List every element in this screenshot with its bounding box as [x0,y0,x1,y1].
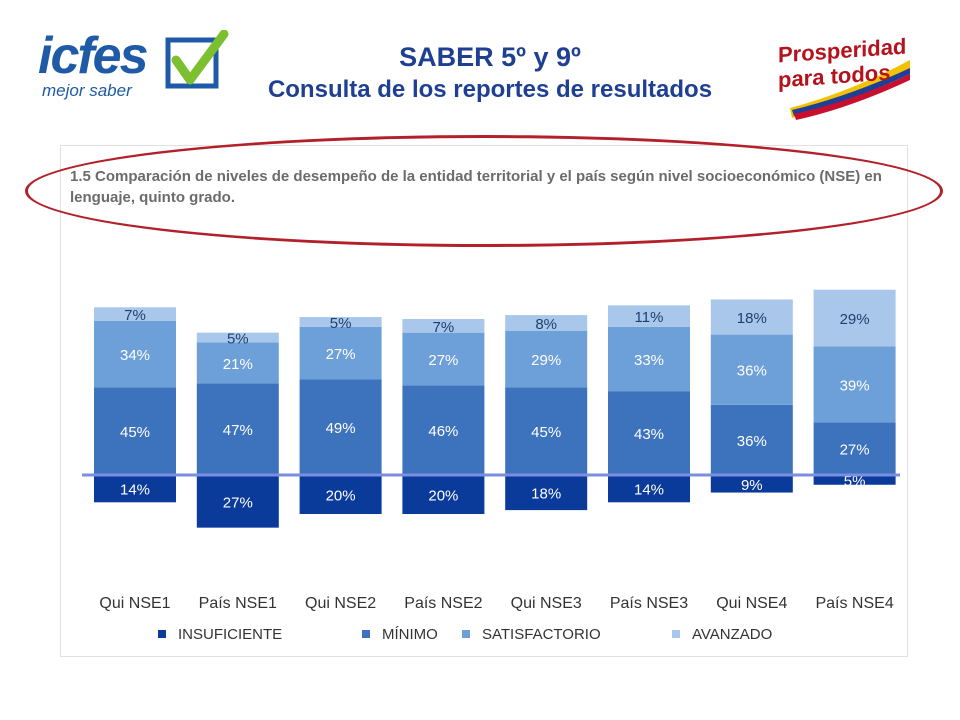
label-insuficiente-4: 18% [531,486,561,503]
bar-avanzado-5 [608,305,690,327]
bar-insuficiente-7 [813,475,896,485]
bar-mínimo-3 [402,385,485,475]
bar-mínimo-1 [196,383,279,475]
label-satisfactorio-1: 21% [223,356,253,373]
label-mínimo-0: 45% [120,424,150,441]
label-mínimo-2: 49% [326,420,356,437]
legend-swatch-2 [462,630,470,638]
category-label-6: Qui NSE4 [716,595,787,612]
flag-swoosh-icon [790,60,910,120]
bar-mínimo-6 [710,404,793,475]
legend-label-2: SATISFACTORIO [482,626,601,643]
bar-avanzado-0 [94,307,176,321]
bar-avanzado-2 [299,317,382,327]
page-subtitle: Consulta de los reportes de resultados [267,76,713,103]
label-satisfactorio-4: 29% [531,352,561,369]
check-icon [165,30,229,89]
bar-mínimo-7 [813,422,896,475]
bar-satisfactorio-0 [94,320,176,388]
legend-swatch-3 [672,630,680,638]
label-mínimo-5: 43% [634,426,664,443]
label-avanzado-3: 7% [433,319,455,336]
label-insuficiente-3: 20% [428,488,458,505]
label-mínimo-1: 47% [223,422,253,439]
bar-insuficiente-2 [299,475,382,514]
label-satisfactorio-3: 27% [428,352,458,369]
category-label-1: País NSE1 [199,595,277,612]
legend-label-1: MÍNIMO [382,626,438,643]
bar-satisfactorio-1 [196,342,279,384]
highlight-oval [25,135,943,247]
bar-satisfactorio-7 [813,346,896,423]
label-insuficiente-1: 27% [223,494,253,511]
label-insuficiente-5: 14% [634,482,664,499]
prosperidad-logo: Prosperidad para todos [770,30,920,120]
label-avanzado-0: 7% [124,307,146,324]
bar-satisfactorio-5 [608,326,690,392]
bar-insuficiente-6 [710,475,793,493]
label-mínimo-3: 46% [428,423,458,440]
label-avanzado-7: 29% [840,311,870,328]
label-satisfactorio-7: 39% [840,377,870,394]
legend-swatch-0 [158,630,166,638]
bar-insuficiente-4 [505,475,588,511]
bar-mínimo-0 [94,387,176,475]
label-insuficiente-0: 14% [120,482,150,499]
label-avanzado-6: 18% [737,310,767,327]
label-satisfactorio-2: 27% [326,346,356,363]
label-avanzado-5: 11% [635,309,664,326]
page-title: SABER 5º y 9º [399,42,581,72]
category-label-7: País NSE4 [815,595,893,612]
bar-avanzado-4 [505,315,588,331]
bar-satisfactorio-2 [299,326,382,380]
label-satisfactorio-5: 33% [634,352,664,369]
bar-satisfactorio-6 [710,334,793,405]
bar-insuficiente-5 [608,475,690,503]
bar-insuficiente-0 [94,475,176,503]
label-avanzado-4: 8% [535,316,557,333]
legend-label-3: AVANZADO [692,626,772,643]
bar-avanzado-3 [402,319,485,333]
bar-satisfactorio-3 [402,332,485,386]
label-satisfactorio-6: 36% [737,363,767,380]
label-mínimo-6: 36% [737,433,767,450]
bar-mínimo-2 [299,379,382,475]
category-label-3: País NSE2 [404,595,482,612]
label-insuficiente-2: 20% [326,488,356,505]
icfes-logo-subtitle: mejor saber [42,81,132,100]
category-label-4: Qui NSE3 [511,595,582,612]
icfes-logo-text: icfes [38,27,149,85]
label-mínimo-4: 45% [531,424,561,441]
label-insuficiente-6: 9% [741,477,763,494]
category-label-0: Qui NSE1 [99,595,170,612]
label-avanzado-2: 5% [330,315,352,332]
legend-label-0: INSUFICIENTE [178,626,282,643]
label-avanzado-1: 5% [227,331,249,348]
legend-swatch-1 [362,630,370,638]
label-mínimo-7: 27% [840,442,870,459]
bar-avanzado-6 [710,299,793,335]
bar-insuficiente-3 [402,475,485,514]
bar-avanzado-7 [813,289,896,347]
label-insuficiente-7: 5% [844,473,866,490]
bar-insuficiente-1 [196,475,279,528]
bar-mínimo-4 [505,387,588,475]
bar-mínimo-5 [608,391,690,475]
bar-satisfactorio-4 [505,330,588,388]
label-satisfactorio-0: 34% [120,347,150,364]
bar-avanzado-1 [196,332,279,343]
icfes-logo: icfes mejor saber [38,30,233,102]
category-label-5: País NSE3 [610,595,688,612]
category-label-2: Qui NSE2 [305,595,376,612]
